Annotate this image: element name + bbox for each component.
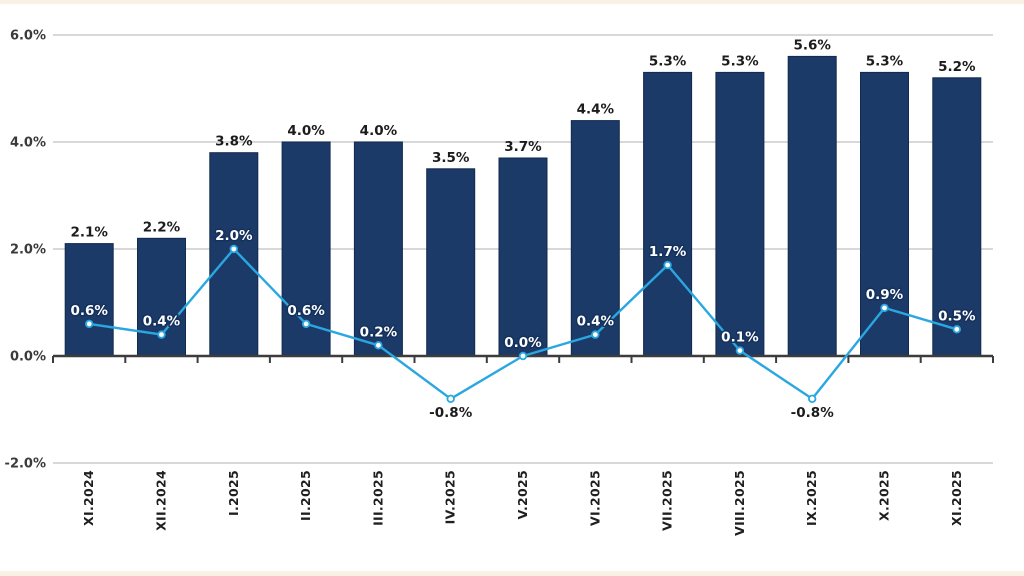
bar-value-label: 2.1% bbox=[70, 225, 108, 241]
line-marker bbox=[446, 394, 455, 403]
line-value-label: 0.9% bbox=[866, 287, 904, 303]
line-value-label: 0.5% bbox=[938, 308, 976, 324]
bar-value-label: 4.0% bbox=[287, 123, 325, 139]
bar bbox=[570, 120, 620, 357]
x-axis-category-label: I.2025 bbox=[226, 470, 241, 516]
line-marker bbox=[663, 260, 672, 270]
y-axis-tick-label: 0.0% bbox=[10, 350, 46, 365]
line-marker bbox=[229, 244, 238, 254]
bar-value-label: 4.4% bbox=[577, 102, 615, 118]
y-axis-tick-label: 2.0% bbox=[10, 243, 46, 258]
x-axis-category-label: XII.2024 bbox=[154, 470, 169, 531]
bar bbox=[64, 243, 114, 357]
line-value-label: 0.1% bbox=[721, 330, 759, 346]
x-axis-category-label: VII.2025 bbox=[660, 470, 675, 531]
line-marker bbox=[157, 330, 166, 339]
bar bbox=[426, 168, 476, 357]
line-marker bbox=[808, 394, 817, 403]
bar-value-label: 2.2% bbox=[143, 219, 181, 235]
bar-value-label: 3.8% bbox=[215, 134, 253, 150]
line-marker bbox=[518, 351, 528, 361]
line-value-label: 1.7% bbox=[649, 244, 687, 260]
bar bbox=[281, 141, 331, 357]
bar bbox=[787, 55, 837, 357]
y-axis-tick-label: 6.0% bbox=[10, 29, 46, 44]
top-edge-strip bbox=[0, 0, 1024, 4]
x-axis-category-label: III.2025 bbox=[370, 470, 385, 526]
bar bbox=[498, 157, 548, 357]
y-axis-tick-label: -2.0% bbox=[5, 457, 46, 472]
line-value-label: 0.0% bbox=[504, 335, 542, 351]
bar bbox=[715, 71, 765, 357]
x-axis-category-label: IX.2025 bbox=[804, 470, 819, 526]
bar bbox=[643, 71, 693, 357]
line-value-label: 2.0% bbox=[215, 228, 253, 244]
line-marker bbox=[591, 330, 600, 339]
line-value-label: -0.8% bbox=[429, 405, 473, 421]
x-axis-category-label: II.2025 bbox=[298, 470, 313, 521]
bar-value-label: 5.3% bbox=[649, 53, 687, 69]
line-value-label: 0.4% bbox=[577, 314, 615, 330]
bar bbox=[353, 141, 403, 357]
line-value-label: 0.4% bbox=[143, 314, 181, 330]
line-value-label: 0.6% bbox=[287, 303, 325, 319]
bar-value-label: 5.3% bbox=[721, 53, 759, 69]
x-axis-category-label: XI.2025 bbox=[949, 470, 964, 526]
x-axis-category-label: VIII.2025 bbox=[732, 470, 747, 536]
line-value-label: 0.6% bbox=[70, 303, 108, 319]
line-marker bbox=[301, 319, 311, 329]
line-marker bbox=[880, 303, 889, 313]
bar-value-label: 5.2% bbox=[938, 59, 976, 75]
x-axis-category-label: VI.2025 bbox=[587, 470, 602, 526]
line-value-label: -0.8% bbox=[791, 405, 835, 421]
x-axis-category-label: XI.2024 bbox=[81, 470, 96, 526]
bottom-edge-strip bbox=[0, 571, 1024, 576]
line-value-label: 0.2% bbox=[360, 324, 398, 340]
line-marker bbox=[735, 346, 745, 355]
x-axis-category-label: IV.2025 bbox=[443, 470, 458, 524]
bar-value-label: 5.3% bbox=[866, 53, 904, 69]
line-marker bbox=[952, 325, 961, 334]
x-axis-category-label: V.2025 bbox=[515, 470, 530, 519]
bar-value-label: 3.5% bbox=[432, 150, 470, 166]
line-marker bbox=[84, 319, 94, 329]
line-marker bbox=[374, 341, 383, 350]
y-axis-tick-label: 4.0% bbox=[10, 136, 46, 151]
bar bbox=[209, 152, 259, 357]
bar-value-label: 3.7% bbox=[504, 139, 542, 155]
bar-value-label: 4.0% bbox=[360, 123, 398, 139]
bar-value-label: 5.6% bbox=[793, 37, 831, 53]
x-axis-category-label: X.2025 bbox=[877, 470, 892, 521]
